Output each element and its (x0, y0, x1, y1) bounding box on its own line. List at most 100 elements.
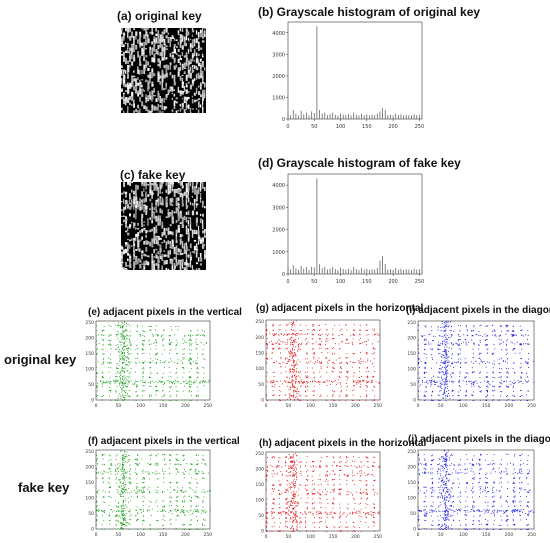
scatter-point (149, 500, 151, 502)
scatter-point (432, 399, 434, 401)
scatter-point (164, 471, 166, 472)
scatter-point (345, 521, 347, 523)
x-tick-label: 250 (373, 403, 382, 409)
scatter-point (129, 523, 131, 525)
scatter-point (431, 383, 433, 385)
scatter-point (191, 477, 193, 479)
scatter-point (297, 359, 299, 361)
scatter-point (279, 512, 281, 514)
scatter-point (447, 387, 448, 389)
scatter-point (307, 479, 309, 481)
scatter-point (453, 331, 455, 332)
scatter-point (162, 509, 163, 511)
scatter-point (292, 483, 294, 485)
scatter-point (123, 458, 125, 460)
scatter-point (272, 349, 274, 350)
scatter-point (445, 373, 446, 375)
scatter-point (267, 358, 268, 359)
x-tick-label: 0 (95, 403, 98, 409)
scatter-point (266, 511, 267, 513)
scatter-point (521, 348, 523, 350)
scatter-point (334, 474, 335, 475)
scatter-point (296, 526, 298, 527)
scatter-point (143, 368, 145, 370)
scatter-point (291, 395, 293, 397)
scatter-point (306, 343, 308, 345)
scatter-point (97, 508, 99, 510)
scatter-point (463, 334, 465, 336)
scatter-point (528, 491, 530, 493)
scatter-point (127, 352, 129, 353)
scatter-point (298, 343, 300, 345)
scatter-point (478, 385, 480, 387)
scatter-point (122, 327, 123, 329)
scatter-point (190, 514, 192, 516)
scatter-point (169, 391, 170, 393)
scatter-point (123, 387, 125, 389)
scatter-point (266, 475, 267, 477)
scatter-point (459, 330, 461, 332)
scatter-point (185, 342, 187, 343)
scatter-point (313, 493, 315, 495)
scatter-point (444, 346, 446, 348)
scatter-point (330, 492, 332, 493)
scatter-point (371, 380, 372, 382)
scatter-point (130, 353, 132, 355)
scatter-point (168, 400, 170, 401)
scatter-point (182, 358, 184, 360)
scatter-point (526, 361, 528, 363)
scatter-point (190, 468, 192, 470)
scatter-point (373, 511, 375, 513)
scatter-point (334, 390, 335, 392)
scatter-point (101, 334, 103, 336)
scatter-point (108, 505, 110, 506)
scatter-point (291, 500, 292, 502)
scatter-point (137, 486, 139, 488)
scatter-point (352, 475, 354, 477)
scatter-point (500, 339, 502, 341)
scatter-point (266, 531, 267, 532)
scatter-point (457, 339, 459, 341)
x-tick-label: 0 (417, 403, 420, 409)
x-tick-label: 200 (388, 124, 398, 130)
scatter-point (141, 512, 142, 514)
scatter-point (124, 524, 126, 525)
scatter-point (347, 526, 349, 528)
scatter-point (182, 338, 184, 340)
scatter-point (178, 463, 180, 465)
scatter-point (294, 377, 296, 379)
y-tick-label: 200 (85, 336, 94, 342)
scatter-point (304, 339, 306, 341)
scatter-point (190, 340, 192, 341)
scatter-point (326, 512, 328, 514)
scatter-point (157, 334, 158, 336)
scatter-point (115, 511, 117, 513)
scatter-point (296, 361, 297, 363)
scatter-point (139, 489, 141, 491)
scatter-point (372, 343, 373, 345)
scatter-point (124, 450, 125, 452)
scatter-point (473, 464, 475, 466)
scatter-point (297, 515, 299, 517)
scatter-point (345, 324, 347, 326)
scatter-point (129, 511, 131, 513)
scatter-point (432, 496, 434, 498)
scatter-point (124, 397, 126, 398)
scatter-point (175, 511, 177, 513)
scatter-point (192, 463, 194, 465)
scatter-point (294, 515, 296, 517)
scatter-point (273, 376, 275, 377)
scatter-point (422, 380, 423, 381)
scatter-point (528, 353, 529, 354)
scatter-point (124, 357, 125, 359)
scatter-point (136, 326, 138, 328)
scatter-point (206, 381, 208, 383)
scatter-point (346, 353, 348, 355)
scatter-point (278, 334, 280, 336)
scatter-point (422, 335, 424, 337)
x-tick-label: 250 (415, 279, 425, 285)
scatter-point (143, 385, 145, 387)
scatter-point (120, 341, 122, 343)
scatter-point (457, 395, 459, 396)
scatter-point (96, 390, 98, 392)
